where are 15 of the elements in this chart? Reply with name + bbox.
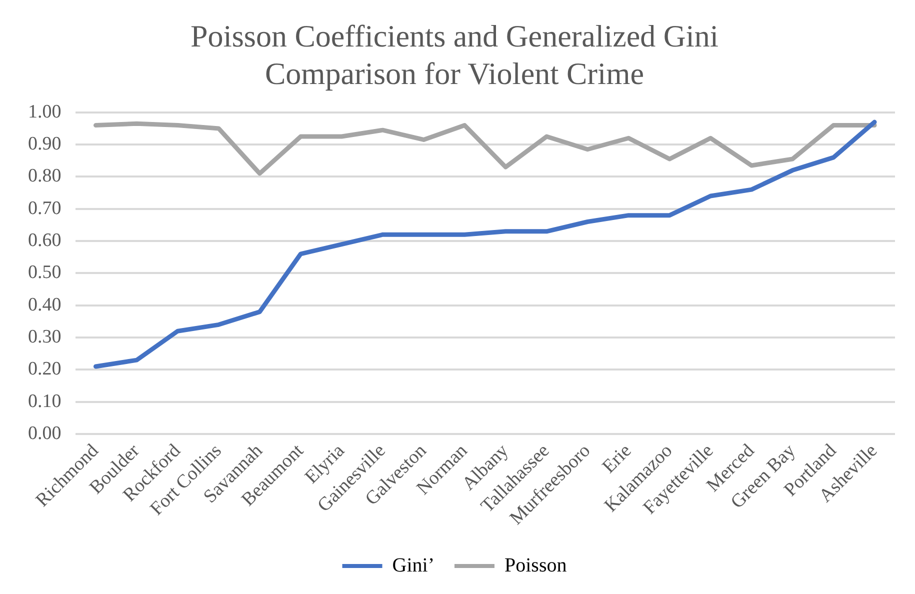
y-tick-label: 0.90	[28, 134, 62, 155]
y-tick-label: 0.40	[28, 294, 62, 316]
y-tick-label: 0.30	[28, 326, 62, 348]
legend-label: Gini’	[392, 554, 434, 576]
text: Poisson Coefficients and Generalized Gini	[190, 18, 719, 54]
y-tick-label: 0.60	[28, 230, 62, 252]
y-tick-label: 0.50	[28, 262, 62, 284]
y-tick-label: 0.70	[28, 198, 62, 219]
y-tick-label: 0.80	[28, 166, 62, 187]
y-tick-label: 1.00	[28, 101, 62, 122]
y-tick-label: 0.10	[28, 390, 62, 412]
text: Comparison for Violent Crime	[265, 56, 644, 91]
y-tick-label: 0.20	[28, 358, 62, 380]
legend-label: Poisson	[504, 554, 567, 576]
y-tick-label: 0.00	[28, 422, 62, 444]
